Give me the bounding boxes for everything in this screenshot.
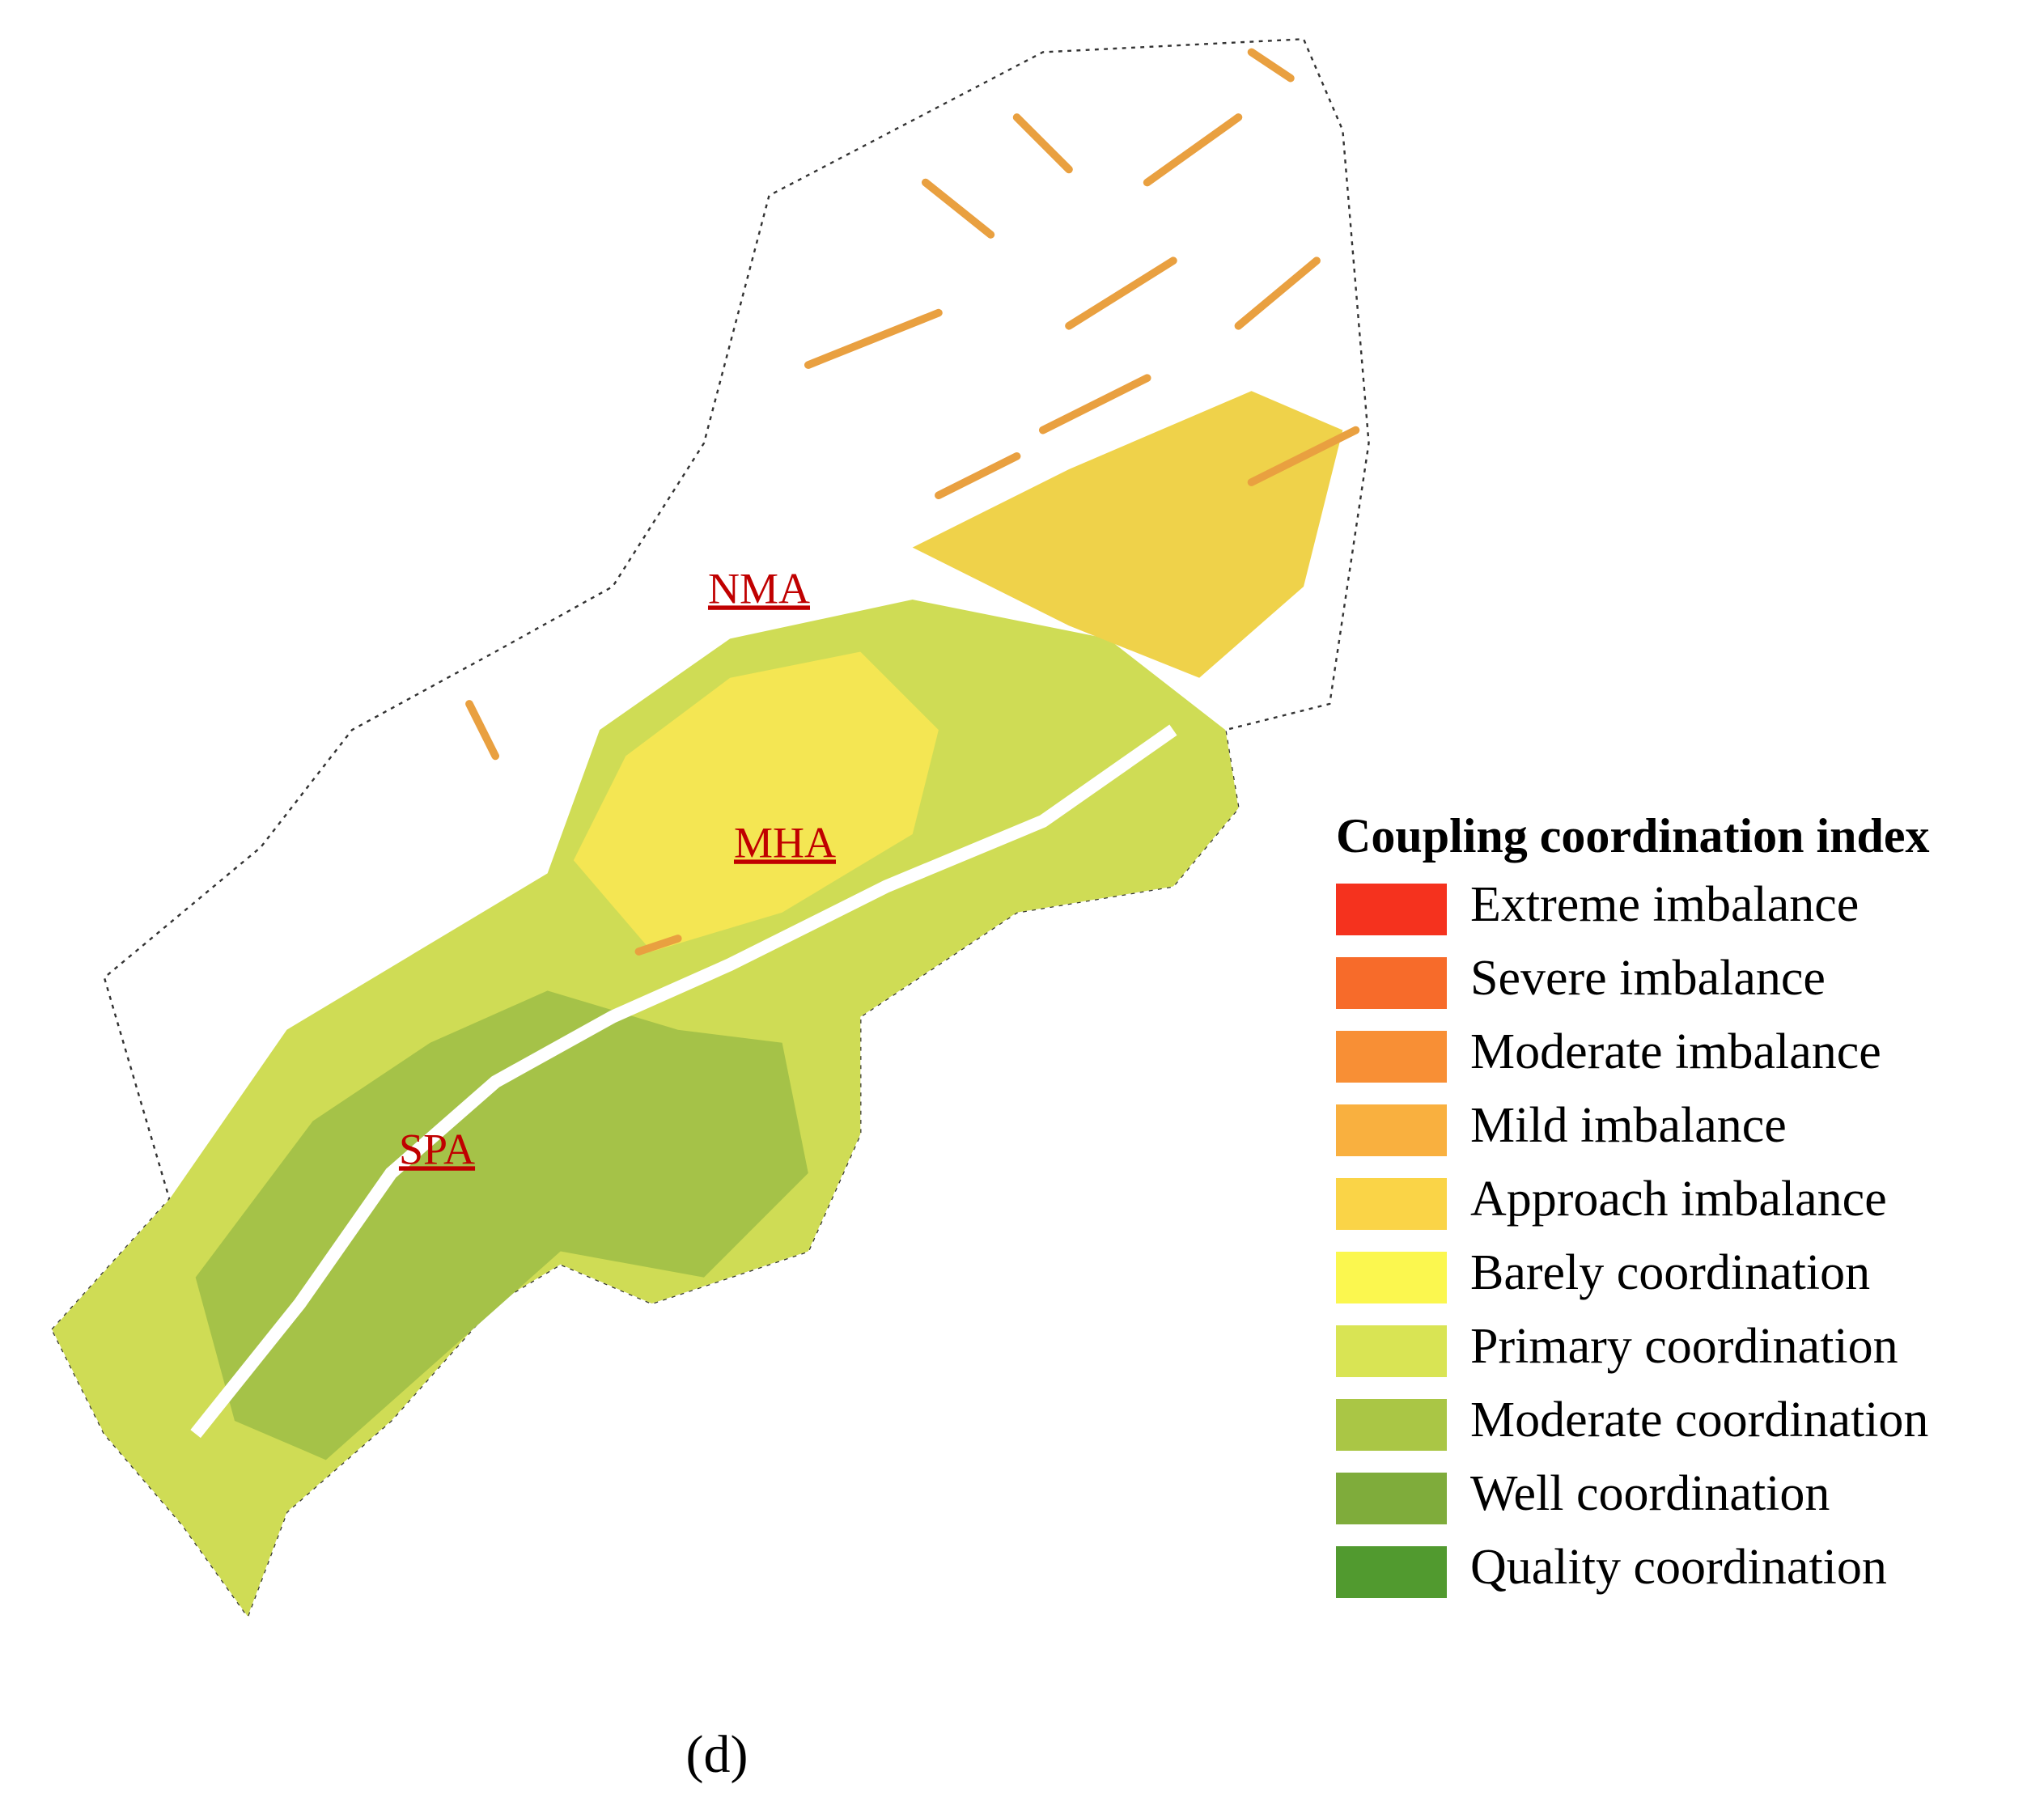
- region-label: NMA: [708, 564, 810, 613]
- legend-label: Extreme imbalance: [1470, 877, 1859, 932]
- river: [190, 724, 1177, 1439]
- coordination-zone: [912, 391, 1343, 678]
- region-label: SPA: [399, 1125, 475, 1173]
- legend-swatch: [1336, 1252, 1447, 1303]
- legend-label: Approach imbalance: [1470, 1172, 1887, 1227]
- coordination-zone: [195, 990, 808, 1460]
- legend-swatch: [1336, 957, 1447, 1009]
- legend-swatch: [1336, 1399, 1447, 1451]
- legend-swatch: [1336, 1031, 1447, 1083]
- legend-swatch: [1336, 1178, 1447, 1230]
- map: [50, 38, 1370, 1619]
- legend: Coupling coordination index Extreme imba…: [1336, 809, 1930, 1598]
- legend-label: Mild imbalance: [1470, 1098, 1787, 1153]
- imbalance-patches: [465, 48, 1360, 956]
- legend-label: Moderate imbalance: [1470, 1024, 1881, 1079]
- legend-label: Severe imbalance: [1470, 951, 1826, 1006]
- legend-swatch: [1336, 1104, 1447, 1156]
- coordination-zone: [573, 651, 939, 952]
- legend-label: Moderate coordination: [1470, 1392, 1928, 1448]
- region-label: MHA: [734, 818, 836, 867]
- legend-title: Coupling coordination index: [1336, 809, 1930, 863]
- panel-label: (d): [686, 1725, 748, 1784]
- legend-label: Primary coordination: [1470, 1319, 1898, 1374]
- legend-swatch: [1336, 1325, 1447, 1377]
- legend-swatch: [1336, 1473, 1447, 1524]
- legend-label: Quality coordination: [1470, 1540, 1887, 1595]
- legend-swatch: [1336, 884, 1447, 935]
- legend-label: Barely coordination: [1470, 1245, 1870, 1300]
- legend-swatch: [1336, 1546, 1447, 1598]
- legend-label: Well coordination: [1470, 1466, 1830, 1521]
